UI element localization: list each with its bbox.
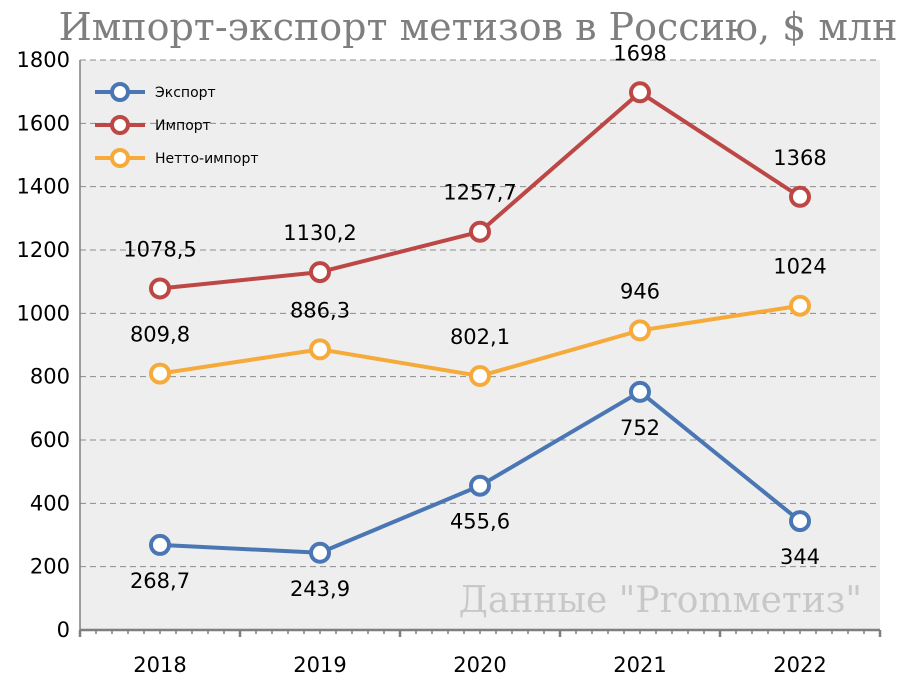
data-label: 752 <box>620 416 660 440</box>
chart-title: Импорт-экспорт метизов в Россию, $ млн <box>59 5 898 49</box>
data-point <box>789 510 811 533</box>
data-point <box>789 185 811 208</box>
y-tick-label: 200 <box>30 555 70 579</box>
data-label: 1698 <box>613 41 666 65</box>
data-point <box>629 81 651 104</box>
data-label: 455,6 <box>450 510 510 534</box>
legend-label: Нетто-импорт <box>155 151 259 167</box>
data-label: 268,7 <box>130 569 190 593</box>
data-point <box>309 541 331 564</box>
data-point <box>629 319 651 342</box>
x-tick-label: 2021 <box>613 653 666 677</box>
data-point <box>469 220 491 243</box>
data-label: 344 <box>780 545 820 569</box>
data-point <box>309 261 331 284</box>
y-tick-label: 0 <box>57 618 70 642</box>
data-point <box>149 362 171 385</box>
y-tick-label: 800 <box>30 365 70 389</box>
legend-marker <box>110 115 130 135</box>
data-labels: 268,7 243,9 455,6 752 344 1078,5 1130,2 1257,7 1… <box>123 41 826 600</box>
data-point <box>789 294 811 317</box>
x-tick-label: 2019 <box>293 653 346 677</box>
data-label: 809,8 <box>130 323 190 347</box>
legend: Экспорт Импорт Нетто-импорт <box>95 82 259 168</box>
legend-marker <box>110 148 130 168</box>
data-point <box>309 338 331 361</box>
data-label: 1024 <box>773 255 826 279</box>
data-point <box>469 365 491 388</box>
plot-area <box>80 60 880 630</box>
y-tick-label: 1600 <box>17 111 70 135</box>
axes <box>78 60 882 637</box>
data-point <box>149 533 171 556</box>
legend-label: Экспорт <box>155 85 216 101</box>
data-point <box>629 380 651 403</box>
y-tick-label: 1000 <box>17 301 70 325</box>
data-point <box>469 474 491 497</box>
data-label: 802,1 <box>450 325 510 349</box>
y-tick-label: 1400 <box>17 175 70 199</box>
watermark-text: Данные "Promметиз" <box>459 580 862 621</box>
data-label: 1130,2 <box>283 221 356 245</box>
y-tick-label: 1200 <box>17 238 70 262</box>
series-group <box>149 81 811 564</box>
y-tick-labels: 0 200 400 600 800 1000 1200 1400 1600 1800 <box>17 48 70 642</box>
x-tick-label: 2018 <box>133 653 186 677</box>
y-tick-label: 400 <box>30 491 70 515</box>
x-tick-label: 2022 <box>773 653 826 677</box>
x-tick-labels: 2018 2019 2020 2021 2022 <box>133 653 826 677</box>
y-tick-label: 600 <box>30 428 70 452</box>
y-tick-label: 1800 <box>17 48 70 72</box>
data-label: 243,9 <box>290 577 350 601</box>
data-label: 1078,5 <box>123 237 196 261</box>
data-label: 1368 <box>773 146 826 170</box>
data-label: 886,3 <box>290 298 350 322</box>
legend-label: Импорт <box>155 118 211 134</box>
data-label: 946 <box>620 279 660 303</box>
data-point <box>149 277 171 300</box>
legend-marker <box>110 82 130 102</box>
x-tick-label: 2020 <box>453 653 506 677</box>
data-label: 1257,7 <box>443 181 516 205</box>
